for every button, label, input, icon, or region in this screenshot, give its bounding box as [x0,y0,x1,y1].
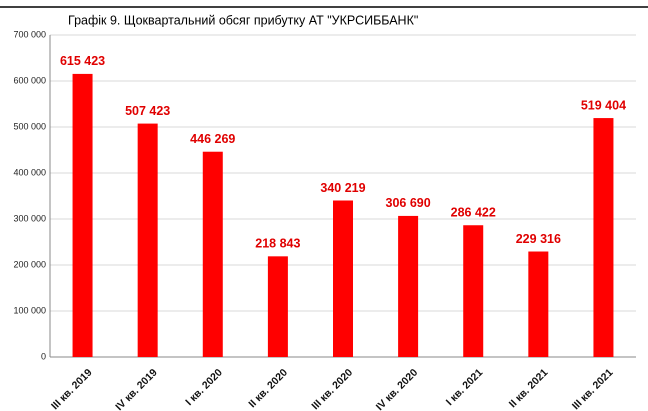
value-label: 286 422 [451,206,496,220]
x-tick-label: I кв. 2021 [444,366,486,408]
chart-title: Графік 9. Щоквартальний обсяг прибутку А… [68,13,418,27]
x-tick-label: III кв. 2020 [309,366,355,411]
bar [202,151,223,357]
y-tick-label: 300 000 [13,213,46,223]
bar [137,123,158,357]
bar [593,118,614,357]
y-tick-label: 400 000 [13,167,46,177]
x-tick-label: III кв. 2021 [570,366,616,411]
x-tick-label: II кв. 2020 [246,366,290,410]
x-tick-label: I кв. 2020 [183,366,225,408]
y-tick-label: 200 000 [13,259,46,269]
y-tick-label: 500 000 [13,121,46,131]
x-tick-label: II кв. 2021 [507,366,551,410]
y-tick-label: 0 [41,351,46,361]
bar [72,73,93,357]
value-label: 218 843 [255,237,300,251]
value-label: 615 423 [60,54,105,68]
value-label: 306 690 [386,196,431,210]
y-tick-label: 600 000 [13,75,46,85]
y-tick-label: 100 000 [13,305,46,315]
y-tick-label: 700 000 [13,29,46,39]
value-label: 446 269 [190,132,235,146]
bar [463,225,484,357]
value-label: 507 423 [125,104,170,118]
x-tick-label: IV кв. 2019 [113,366,160,411]
x-tick-label: IV кв. 2020 [374,366,421,411]
value-label: 340 219 [320,181,365,195]
bar [398,215,419,357]
value-label: 519 404 [581,98,626,112]
x-tick-label: III кв. 2019 [49,366,95,411]
bar [528,251,549,357]
bar [267,256,288,357]
bar [333,200,353,357]
value-label: 229 316 [516,232,561,246]
